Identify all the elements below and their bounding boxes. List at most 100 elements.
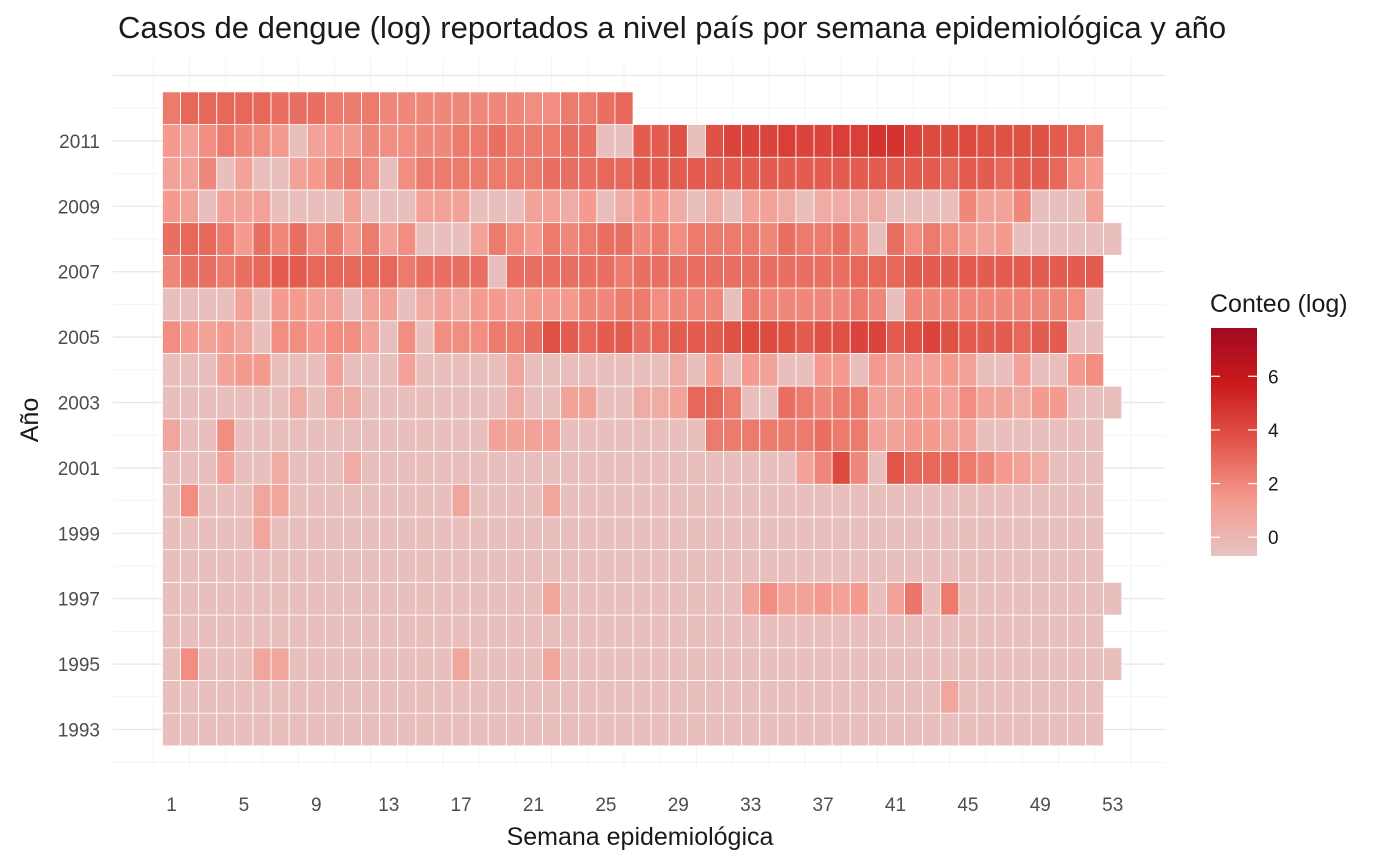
- heatmap-tile: [831, 614, 851, 649]
- heatmap-tile: [524, 254, 543, 289]
- heatmap-tile: [270, 614, 290, 649]
- heatmap-tile: [560, 385, 580, 420]
- legend-colorbar: [1211, 328, 1257, 556]
- heatmap-tile: [686, 124, 706, 158]
- heatmap-tile: [379, 647, 399, 681]
- heatmap-tile: [632, 222, 652, 256]
- heatmap-tile: [596, 222, 616, 256]
- heatmap-tile: [198, 516, 218, 551]
- heatmap-tile: [886, 353, 905, 387]
- heatmap-tile: [994, 483, 1014, 518]
- legend-tick-label: 6: [1268, 367, 1279, 388]
- heatmap-tile: [162, 483, 181, 518]
- heatmap-tile: [379, 483, 399, 518]
- heatmap-tile: [234, 451, 254, 485]
- heatmap-tile: [198, 124, 218, 158]
- heatmap-tile: [1048, 320, 1068, 354]
- heatmap-tile: [1085, 614, 1105, 649]
- heatmap-tile: [505, 451, 525, 485]
- heatmap-tile: [216, 189, 236, 224]
- heatmap-tile: [288, 320, 308, 354]
- heatmap-tile: [650, 418, 670, 452]
- heatmap-tile: [759, 549, 779, 583]
- heatmap-tile: [795, 680, 815, 714]
- heatmap-tile: [831, 353, 851, 387]
- heatmap-tile: [324, 156, 344, 191]
- heatmap-tile: [451, 287, 471, 322]
- heatmap-tile: [361, 614, 381, 649]
- heatmap-tile: [650, 647, 670, 681]
- heatmap-tile: [324, 516, 344, 551]
- heatmap-tile: [524, 189, 543, 224]
- heatmap-tile: [560, 680, 580, 714]
- heatmap-tile: [234, 712, 254, 747]
- heatmap-tile: [922, 124, 942, 158]
- heatmap-tile: [379, 353, 399, 387]
- heatmap-tile: [180, 91, 200, 125]
- heatmap-tile: [433, 320, 453, 354]
- heatmap-tile: [723, 516, 743, 551]
- heatmap-tile: [614, 222, 634, 256]
- heatmap-tile: [1103, 222, 1123, 256]
- heatmap-tile: [994, 712, 1014, 747]
- heatmap-tile: [397, 614, 417, 649]
- heatmap-tile: [415, 254, 435, 289]
- heatmap-tile: [433, 385, 453, 420]
- heatmap-tile: [415, 320, 435, 354]
- x-tick-label: 29: [668, 795, 689, 816]
- heatmap-tile: [994, 189, 1014, 224]
- heatmap-tile: [849, 353, 869, 387]
- heatmap-tile: [306, 483, 326, 518]
- heatmap-tile: [252, 451, 272, 485]
- heatmap-tile: [324, 483, 344, 518]
- heatmap-tile: [216, 418, 236, 452]
- heatmap-tile: [288, 385, 308, 420]
- heatmap-tile: [723, 418, 743, 452]
- heatmap-tile: [433, 353, 453, 387]
- heatmap-tile: [1030, 320, 1050, 354]
- heatmap-tile: [343, 712, 362, 747]
- heatmap-tile: [524, 418, 543, 452]
- heatmap-tile: [940, 320, 960, 354]
- heatmap-tile: [343, 647, 362, 681]
- heatmap-tile: [614, 680, 634, 714]
- heatmap-tile: [1012, 483, 1032, 518]
- heatmap-tile: [560, 418, 580, 452]
- heatmap-tile: [777, 712, 797, 747]
- heatmap-tile: [180, 680, 200, 714]
- heatmap-tile: [614, 189, 634, 224]
- heatmap-tile: [1067, 385, 1086, 420]
- heatmap-tile: [361, 418, 381, 452]
- heatmap-tile: [415, 385, 435, 420]
- heatmap-tile: [1030, 614, 1050, 649]
- heatmap-tile: [668, 189, 688, 224]
- x-tick-label: 25: [595, 795, 616, 816]
- heatmap-tile: [813, 712, 833, 747]
- heatmap-tile: [813, 320, 833, 354]
- heatmap-tile: [723, 222, 743, 256]
- heatmap-tile: [505, 418, 525, 452]
- heatmap-tile: [1030, 156, 1050, 191]
- heatmap-tile: [361, 451, 381, 485]
- heatmap-tile: [723, 581, 743, 616]
- heatmap-tile: [1085, 320, 1105, 354]
- heatmap-tile: [343, 353, 362, 387]
- heatmap-tile: [976, 614, 996, 649]
- heatmap-tile: [976, 418, 996, 452]
- heatmap-tile: [867, 124, 887, 158]
- heatmap-tile: [216, 91, 236, 125]
- heatmap-tile: [524, 124, 543, 158]
- heatmap-tile: [958, 385, 978, 420]
- heatmap-tile: [614, 647, 634, 681]
- heatmap-tile: [849, 516, 869, 551]
- heatmap-tile: [686, 320, 706, 354]
- heatmap-tile: [886, 516, 905, 551]
- heatmap-tile: [216, 156, 236, 191]
- heatmap-tile: [922, 320, 942, 354]
- heatmap-tile: [777, 680, 797, 714]
- heatmap-tile: [1012, 647, 1032, 681]
- x-tick-label: 41: [885, 795, 906, 816]
- heatmap-tile: [542, 124, 562, 158]
- heatmap-tile: [976, 647, 996, 681]
- heatmap-tile: [343, 124, 362, 158]
